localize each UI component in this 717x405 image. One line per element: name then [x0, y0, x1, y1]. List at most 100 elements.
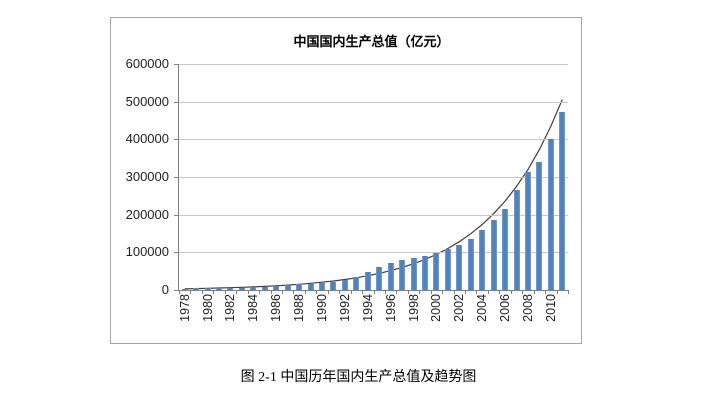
- x-axis-tick: [511, 290, 512, 294]
- bar-2000: [433, 252, 440, 290]
- x-axis-tick: [259, 290, 260, 294]
- bar-1984: [250, 287, 257, 290]
- gridline: [179, 102, 568, 103]
- bar-2005: [490, 220, 497, 290]
- x-axis-label: 1988: [292, 294, 307, 322]
- x-axis-tick: [396, 290, 397, 294]
- gridline: [179, 177, 568, 178]
- gridline: [179, 215, 568, 216]
- y-axis-tick: [174, 215, 179, 216]
- gridline: [179, 252, 568, 253]
- trend-line: [184, 99, 563, 290]
- bar-2008: [524, 171, 531, 290]
- x-axis-tick: [339, 290, 340, 294]
- x-axis-label: 1992: [337, 294, 352, 322]
- x-axis-label: 1982: [223, 294, 238, 322]
- x-axis-tick: [557, 290, 558, 294]
- x-axis-tick: [271, 290, 272, 294]
- x-axis-tick: [545, 290, 546, 294]
- x-axis-tick: [179, 290, 180, 294]
- bar-1989: [307, 283, 314, 290]
- bar-1982: [227, 288, 234, 290]
- x-axis-label: 1994: [360, 294, 375, 322]
- y-axis-label: 400000: [125, 131, 169, 146]
- x-axis-tick: [465, 290, 466, 294]
- x-axis-tick: [362, 290, 363, 294]
- bar-1999: [421, 256, 428, 290]
- bar-1998: [410, 258, 417, 290]
- x-axis-tick: [351, 290, 352, 294]
- bar-1992: [341, 279, 348, 290]
- x-axis-tick: [442, 290, 443, 294]
- bar-1997: [399, 260, 406, 290]
- bar-2007: [513, 189, 520, 290]
- x-axis-tick: [190, 290, 191, 294]
- x-axis-tick: [282, 290, 283, 294]
- x-axis-tick: [568, 290, 569, 294]
- y-axis-label: 300000: [125, 169, 169, 184]
- y-axis-tick: [174, 139, 179, 140]
- chart-title: 中国国内生产总值（亿元）: [293, 34, 450, 49]
- x-axis-tick: [316, 290, 317, 294]
- x-axis-tick: [225, 290, 226, 294]
- x-axis-label: 2008: [520, 294, 535, 322]
- x-axis-label: 1980: [200, 294, 215, 322]
- bar-1983: [238, 287, 245, 290]
- plot-area: 0 100000 200000 300000 400000 500000 600000 197…: [126, 57, 569, 322]
- y-axis-tick: [174, 290, 179, 291]
- y-axis-label: 100000: [125, 244, 169, 259]
- x-axis-tick: [408, 290, 409, 294]
- bar-1988: [296, 284, 303, 290]
- y-axis-tick: [174, 252, 179, 253]
- gridline: [179, 139, 568, 140]
- y-axis-label: 500000: [125, 94, 169, 109]
- x-axis-label: 1984: [246, 294, 261, 322]
- x-axis-label: 1998: [406, 294, 421, 322]
- x-axis-tick: [419, 290, 420, 294]
- x-axis-label: 2002: [452, 294, 467, 322]
- bar-2011: [559, 111, 566, 290]
- x-axis-tick: [328, 290, 329, 294]
- bar-1981: [216, 288, 223, 290]
- bar-1996: [387, 263, 394, 290]
- x-axis-tick: [305, 290, 306, 294]
- x-axis-label: 1986: [269, 294, 284, 322]
- bar-2003: [467, 238, 474, 290]
- x-axis-label: 2006: [498, 294, 513, 322]
- x-axis-tick: [293, 290, 294, 294]
- y-axis-label: 200000: [125, 207, 169, 222]
- bar-1978: [181, 288, 188, 290]
- bar-2010: [547, 138, 554, 290]
- x-axis-label: 1990: [315, 294, 329, 322]
- chart-frame: 中国国内生产总值（亿元） 0 100000 200000 300000 400000 50…: [110, 17, 582, 344]
- x-axis-tick: [374, 290, 375, 294]
- x-axis-label: 1996: [383, 294, 398, 322]
- y-axis-label: 600000: [125, 56, 169, 71]
- y-axis-tick: [174, 64, 179, 65]
- x-axis-label: 1978: [177, 294, 192, 322]
- x-axis-tick: [534, 290, 535, 294]
- x-axis-tick: [454, 290, 455, 294]
- trend-polyline: [184, 99, 563, 290]
- x-axis-label: 2010: [543, 294, 558, 322]
- bar-1995: [376, 267, 383, 290]
- x-axis-tick: [385, 290, 386, 294]
- x-axis-tick: [488, 290, 489, 294]
- y-axis-tick: [174, 177, 179, 178]
- x-axis-tick: [248, 290, 249, 294]
- y-axis-tick: [174, 102, 179, 103]
- bar-2004: [479, 229, 486, 290]
- bar-2009: [536, 161, 543, 290]
- gridline: [179, 64, 568, 65]
- x-axis-tick: [499, 290, 500, 294]
- bar-1990: [319, 282, 325, 290]
- x-axis-tick: [522, 290, 523, 294]
- x-axis-tick: [431, 290, 432, 294]
- bar-1986: [273, 286, 280, 290]
- figure-caption: 图 2-1 中国历年国内生产总值及趋势图: [240, 370, 477, 385]
- bar-1991: [330, 281, 337, 290]
- bar-1993: [353, 276, 360, 290]
- x-axis-tick: [236, 290, 237, 294]
- x-axis-tick: [476, 290, 477, 294]
